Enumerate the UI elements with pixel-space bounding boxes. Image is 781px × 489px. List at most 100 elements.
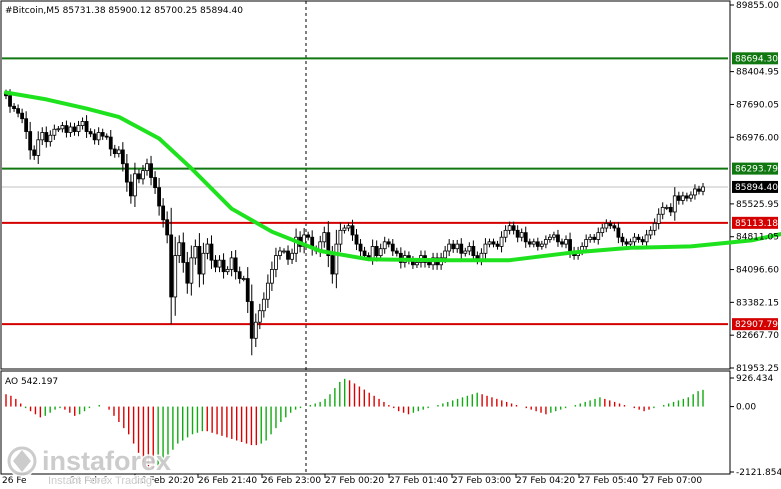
candle-body (214, 260, 217, 267)
candle-body (629, 242, 632, 244)
candle-body (73, 127, 76, 132)
candle-body (697, 189, 700, 191)
candle-body (472, 246, 475, 255)
candle-body (617, 228, 620, 237)
time-tick-label: 27 Feb 05:40 (579, 476, 638, 486)
candle-body (166, 220, 169, 235)
candle-body (174, 256, 177, 297)
candle-body (548, 237, 551, 239)
candle-body (556, 235, 559, 242)
candle-body (57, 129, 60, 130)
candle-body (194, 246, 197, 257)
candle-body (210, 244, 213, 260)
candle-body (331, 256, 334, 274)
candle-body (681, 196, 684, 201)
candle-body (500, 237, 503, 246)
candle-body (565, 240, 568, 245)
candle-body (657, 214, 660, 223)
ao-tick-label: 0.00 (736, 403, 756, 413)
price-tick-label: 82667.70 (736, 331, 779, 341)
main-pane-frame (1, 1, 730, 369)
candle-body (637, 237, 640, 239)
candle-body (29, 132, 32, 150)
candle-body (202, 253, 205, 274)
candle-body (234, 258, 237, 272)
candle-body (129, 182, 132, 196)
candle-body (415, 262, 418, 264)
candle-body (69, 127, 72, 133)
candle-body (665, 207, 668, 208)
candle-body (158, 188, 161, 206)
candle-body (693, 189, 696, 195)
candle-body (230, 258, 233, 269)
candle-body (488, 242, 491, 244)
candle-body (335, 244, 338, 274)
candle-body (25, 119, 28, 132)
candle-body (218, 260, 221, 267)
candle-body (278, 251, 281, 256)
candle-body (97, 132, 100, 139)
candle-body (351, 226, 354, 235)
candle-body (375, 246, 378, 255)
candle-body (391, 244, 394, 251)
candle-body (669, 207, 672, 212)
candle-body (508, 226, 511, 231)
candle-body (186, 262, 189, 283)
candle-body (154, 178, 157, 188)
candle-body (133, 174, 136, 196)
candle-body (242, 279, 245, 280)
candle-body (520, 233, 523, 238)
current-price-label: 85894.40 (735, 183, 778, 193)
candle-body (198, 246, 201, 274)
chart-header: #Bitcoin,M5 85731.38 85900.12 85700.25 8… (5, 6, 243, 16)
candle-body (222, 260, 225, 271)
candle-body (532, 242, 535, 244)
time-tick-label: 26 Feb 23:00 (262, 476, 321, 486)
candle-body (13, 106, 16, 108)
candle-body (206, 244, 209, 253)
ao-axis: 926.434 0.00 -2121.854 (730, 374, 781, 478)
candle-body (178, 243, 181, 256)
candle-body (448, 244, 451, 251)
candle-body (150, 164, 153, 178)
candle-body (141, 171, 144, 179)
candle-body (585, 240, 588, 247)
candle-body (170, 235, 173, 297)
candle-body (81, 121, 84, 125)
candle-body (246, 279, 249, 302)
candle-body (464, 251, 467, 253)
candle-body (452, 244, 455, 249)
watermark-tagline: Instant Forex Trading (48, 475, 152, 487)
candle-body (552, 235, 555, 237)
time-tick-label: 26 Feb 21:40 (198, 476, 257, 486)
candle-body (291, 253, 294, 259)
candle-body (685, 196, 688, 198)
price-tick-label: 86976.00 (736, 133, 779, 143)
candle-body (621, 237, 624, 242)
candle-body (512, 226, 515, 231)
candle-body (484, 244, 487, 253)
candle-body (544, 240, 547, 245)
candle-body (395, 251, 398, 253)
price-tick-label: 88404.95 (736, 68, 779, 78)
candle-body (162, 206, 165, 220)
candle-body (347, 226, 350, 228)
candle-body (649, 230, 652, 235)
candle-body (496, 244, 499, 246)
candle-body (536, 242, 539, 247)
candle-body (190, 258, 193, 283)
candle-body (307, 235, 310, 237)
time-tick-label: 27 Feb 01:40 (389, 476, 448, 486)
candle-body (17, 109, 20, 114)
ao-tick-label: -2121.854 (736, 468, 781, 478)
price-tick-label: 81953.25 (736, 364, 779, 374)
candle-body (77, 126, 80, 132)
candle-body (45, 132, 48, 141)
candle-body (125, 164, 128, 182)
candle-body (323, 233, 326, 242)
time-tick-label: 27 Feb 03:00 (452, 476, 511, 486)
candle-body (226, 269, 229, 271)
candle-body (343, 228, 346, 230)
watermark-logo: instaforex Instant Forex Trading (9, 446, 171, 487)
candle-body (589, 237, 592, 239)
